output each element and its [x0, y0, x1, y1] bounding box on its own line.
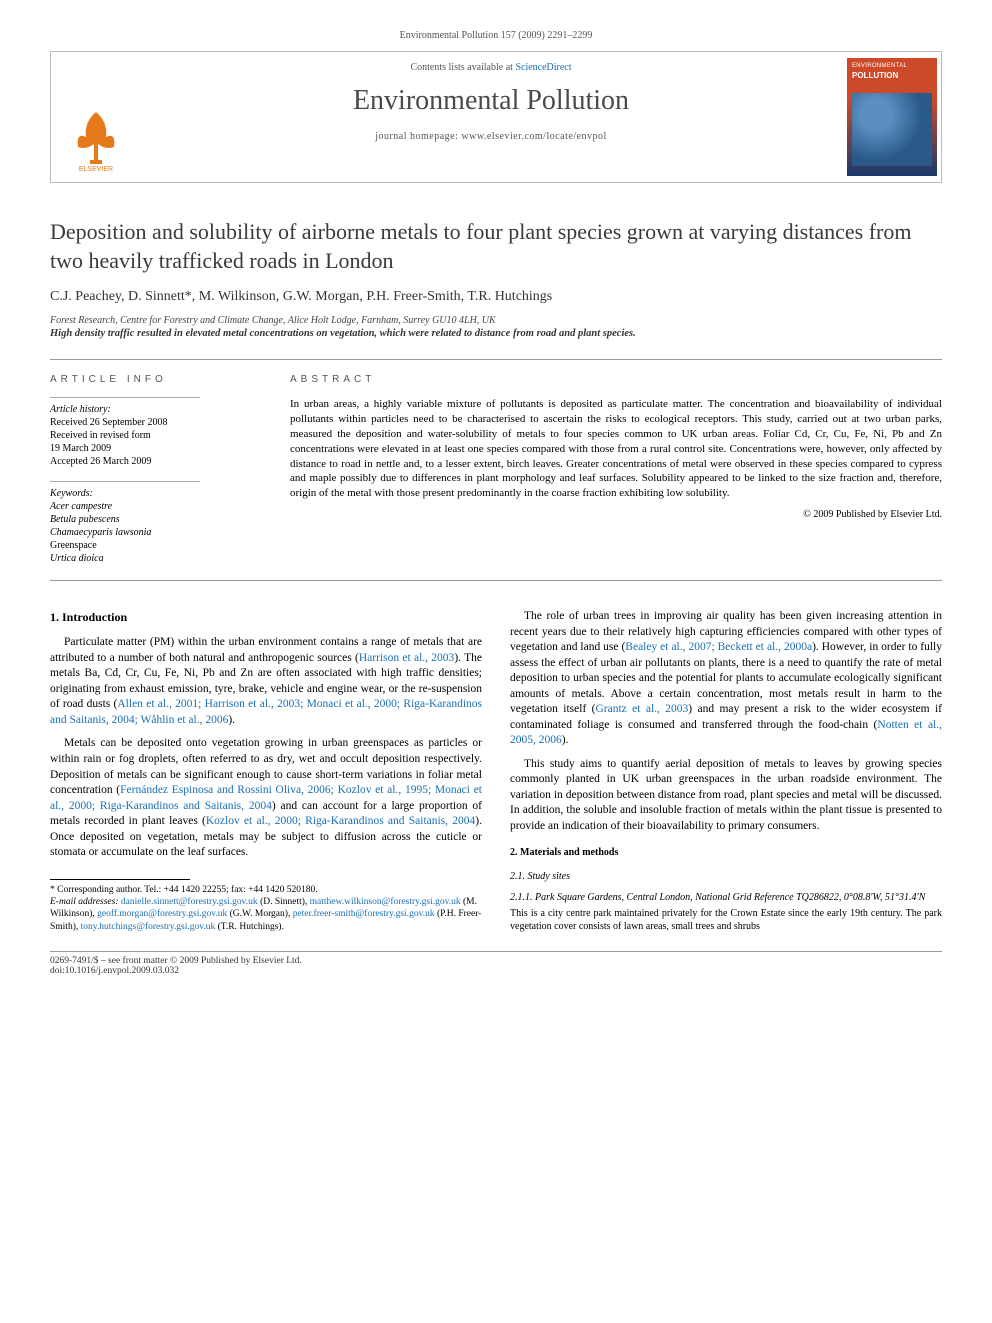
- text: (D. Sinnett),: [258, 897, 310, 907]
- keyword: Greenspace: [50, 540, 260, 551]
- footer-left: 0269-7491/$ – see front matter © 2009 Pu…: [50, 956, 302, 976]
- revised-label: Received in revised form: [50, 430, 260, 441]
- accepted-date: Accepted 26 March 2009: [50, 456, 260, 467]
- article-info-heading: ARTICLE INFO: [50, 374, 260, 385]
- email-link[interactable]: geoff.morgan@forestry.gsi.gov.uk: [97, 909, 227, 919]
- section-2-heading: 2. Materials and methods: [510, 846, 942, 860]
- corresponding-author: * Corresponding author. Tel.: +44 1420 2…: [50, 884, 482, 896]
- cover-text-main: POLLUTION: [852, 71, 898, 80]
- emails-label: E-mail addresses:: [50, 897, 121, 907]
- masthead: ELSEVIER Contents lists available at Sci…: [50, 51, 942, 183]
- footnote-separator: [50, 879, 190, 880]
- abstract-text: In urban areas, a highly variable mixtur…: [290, 397, 942, 501]
- intro-para-2: Metals can be deposited onto vegetation …: [50, 736, 482, 860]
- doi-line: doi:10.1016/j.envpol.2009.03.032: [50, 966, 302, 976]
- email-link[interactable]: danielle.sinnett@forestry.gsi.gov.uk: [121, 897, 258, 907]
- citation-link[interactable]: Bealey et al., 2007; Beckett et al., 200…: [625, 641, 812, 653]
- article-title: Deposition and solubility of airborne me…: [50, 218, 942, 275]
- keyword: Chamaecyparis lawsonia: [50, 527, 260, 538]
- article-info-block: ARTICLE INFO Article history: Received 2…: [50, 360, 260, 580]
- received-date: Received 26 September 2008: [50, 417, 260, 428]
- sciencedirect-link[interactable]: ScienceDirect: [515, 62, 571, 73]
- section-2-1-heading: 2.1. Study sites: [510, 870, 942, 884]
- abstract-heading: ABSTRACT: [290, 374, 942, 385]
- capsule-summary: High density traffic resulted in elevate…: [50, 328, 942, 339]
- affiliation: Forest Research, Centre for Forestry and…: [50, 315, 942, 326]
- intro-para-1: Particulate matter (PM) within the urban…: [50, 635, 482, 728]
- homepage-line: journal homepage: www.elsevier.com/locat…: [141, 131, 841, 142]
- author-list: C.J. Peachey, D. Sinnett*, M. Wilkinson,…: [50, 289, 942, 305]
- cover-text-top: ENVIRONMENTAL: [852, 63, 907, 69]
- issn-line: 0269-7491/$ – see front matter © 2009 Pu…: [50, 956, 302, 966]
- cover-thumb-box: ENVIRONMENTAL POLLUTION: [841, 52, 941, 182]
- email-addresses: E-mail addresses: danielle.sinnett@fores…: [50, 896, 482, 933]
- abstract-copyright: © 2009 Published by Elsevier Ltd.: [290, 509, 942, 520]
- body-columns: 1. Introduction Particulate matter (PM) …: [50, 609, 942, 937]
- text: ).: [562, 734, 569, 746]
- section-2-1-1-heading: 2.1.1. Park Square Gardens, Central Lond…: [510, 891, 942, 905]
- keyword: Acer campestre: [50, 501, 260, 512]
- text: (T.R. Hutchings).: [215, 922, 284, 932]
- section-1-heading: 1. Introduction: [50, 609, 482, 625]
- citation-link[interactable]: Harrison et al., 2003: [359, 652, 454, 664]
- running-head: Environmental Pollution 157 (2009) 2291–…: [50, 30, 942, 41]
- journal-cover-thumbnail: ENVIRONMENTAL POLLUTION: [847, 58, 937, 176]
- page-footer: 0269-7491/$ – see front matter © 2009 Pu…: [50, 951, 942, 976]
- email-link[interactable]: peter.freer-smith@forestry.gsi.gov.uk: [293, 909, 435, 919]
- footnotes-block: * Corresponding author. Tel.: +44 1420 2…: [50, 884, 482, 933]
- keyword: Betula pubescens: [50, 514, 260, 525]
- contents-prefix: Contents lists available at: [410, 62, 515, 73]
- history-label: Article history:: [50, 404, 260, 415]
- svg-text:ELSEVIER: ELSEVIER: [79, 166, 113, 172]
- keyword: Urtica dioica: [50, 553, 260, 564]
- homepage-url[interactable]: www.elsevier.com/locate/envpol: [461, 131, 606, 142]
- text: ).: [228, 714, 235, 726]
- homepage-label: journal homepage:: [375, 131, 461, 142]
- journal-name: Environmental Pollution: [141, 85, 841, 117]
- masthead-center: Contents lists available at ScienceDirec…: [141, 52, 841, 182]
- study-site-para: This is a city centre park maintained pr…: [510, 907, 942, 934]
- keywords-label: Keywords:: [50, 488, 260, 499]
- abstract-block: ABSTRACT In urban areas, a highly variab…: [290, 360, 942, 580]
- meta-row: ARTICLE INFO Article history: Received 2…: [50, 359, 942, 581]
- contents-line: Contents lists available at ScienceDirec…: [141, 62, 841, 73]
- revised-date: 19 March 2009: [50, 443, 260, 454]
- email-link[interactable]: matthew.wilkinson@forestry.gsi.gov.uk: [310, 897, 461, 907]
- email-link[interactable]: tony.hutchings@forestry.gsi.gov.uk: [81, 922, 216, 932]
- publisher-logo-box: ELSEVIER: [51, 52, 141, 182]
- intro-para-4: This study aims to quantify aerial depos…: [510, 757, 942, 835]
- elsevier-tree-icon: ELSEVIER: [66, 102, 126, 172]
- citation-link[interactable]: Kozlov et al., 2000; Riga-Karandinos and…: [206, 815, 475, 827]
- page: Environmental Pollution 157 (2009) 2291–…: [0, 0, 992, 1016]
- text: (G.W. Morgan),: [227, 909, 292, 919]
- citation-link[interactable]: Grantz et al., 2003: [596, 703, 689, 715]
- intro-para-3: The role of urban trees in improving air…: [510, 609, 942, 749]
- cover-map-graphic: [852, 93, 932, 166]
